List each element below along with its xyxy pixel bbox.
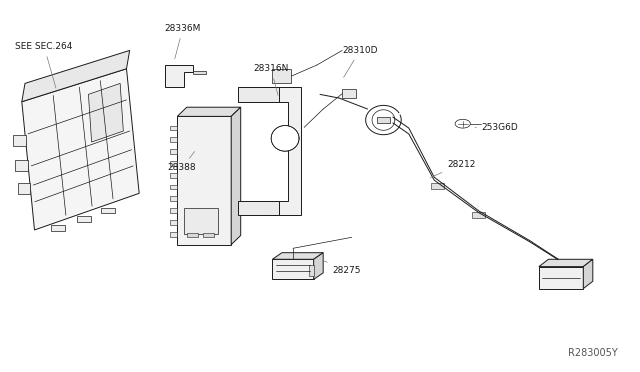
Bar	[472, 212, 485, 218]
Bar	[170, 161, 177, 166]
Polygon shape	[164, 65, 193, 87]
Bar	[18, 183, 31, 195]
Bar	[170, 137, 177, 142]
Bar	[170, 220, 177, 225]
Polygon shape	[177, 116, 231, 245]
Bar	[15, 160, 28, 171]
Text: 28336M: 28336M	[164, 24, 201, 59]
Text: 28275: 28275	[323, 260, 361, 275]
Bar	[170, 208, 177, 213]
Text: 28388: 28388	[168, 151, 196, 172]
Polygon shape	[342, 89, 356, 98]
Bar	[170, 173, 177, 177]
Text: R283005Y: R283005Y	[568, 348, 618, 358]
Text: 253G6D: 253G6D	[475, 123, 518, 132]
Polygon shape	[237, 201, 279, 215]
Polygon shape	[237, 87, 279, 102]
Polygon shape	[177, 107, 241, 116]
Bar	[170, 149, 177, 154]
Bar	[170, 232, 177, 237]
Polygon shape	[539, 259, 593, 267]
Bar	[51, 225, 65, 231]
Polygon shape	[193, 71, 206, 74]
Bar	[203, 233, 214, 237]
Polygon shape	[231, 107, 241, 245]
Polygon shape	[273, 253, 323, 259]
Polygon shape	[273, 259, 314, 279]
Polygon shape	[273, 69, 291, 83]
Bar	[77, 216, 91, 222]
Bar	[431, 183, 444, 189]
Bar	[170, 196, 177, 201]
Polygon shape	[539, 267, 583, 289]
Bar	[187, 233, 198, 237]
Text: 28212: 28212	[430, 160, 476, 177]
Text: 28316N: 28316N	[253, 64, 289, 95]
Bar	[308, 265, 314, 276]
Bar	[170, 185, 177, 189]
Polygon shape	[271, 125, 299, 151]
Polygon shape	[22, 51, 130, 102]
Polygon shape	[22, 69, 139, 230]
Text: SEE SEC.264: SEE SEC.264	[15, 42, 73, 88]
Bar	[184, 208, 218, 234]
Bar	[377, 117, 390, 123]
Polygon shape	[269, 87, 301, 215]
Bar	[170, 125, 177, 130]
Polygon shape	[314, 253, 323, 279]
Bar	[13, 135, 26, 146]
Polygon shape	[583, 259, 593, 289]
Text: 28310D: 28310D	[342, 46, 378, 77]
Bar	[101, 208, 115, 213]
Polygon shape	[88, 83, 124, 142]
